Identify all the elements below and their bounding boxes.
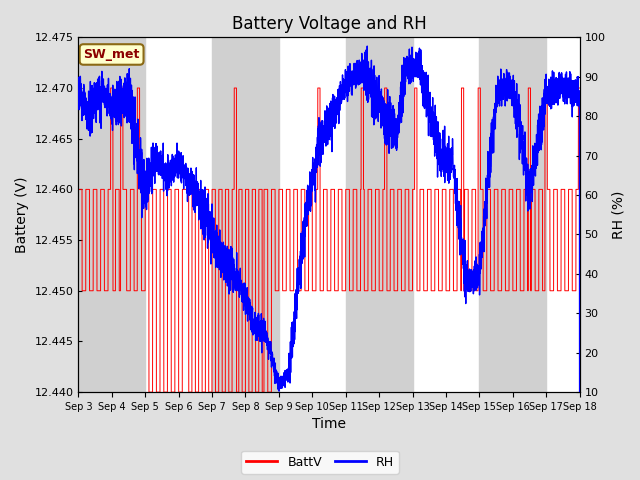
Title: Battery Voltage and RH: Battery Voltage and RH xyxy=(232,15,426,33)
Bar xyxy=(79,37,145,392)
X-axis label: Time: Time xyxy=(312,418,346,432)
Bar xyxy=(479,37,546,392)
Y-axis label: Battery (V): Battery (V) xyxy=(15,177,29,253)
Text: SW_met: SW_met xyxy=(83,48,140,61)
Bar xyxy=(346,37,413,392)
Y-axis label: RH (%): RH (%) xyxy=(611,191,625,239)
Legend: BattV, RH: BattV, RH xyxy=(241,451,399,474)
Bar xyxy=(212,37,279,392)
